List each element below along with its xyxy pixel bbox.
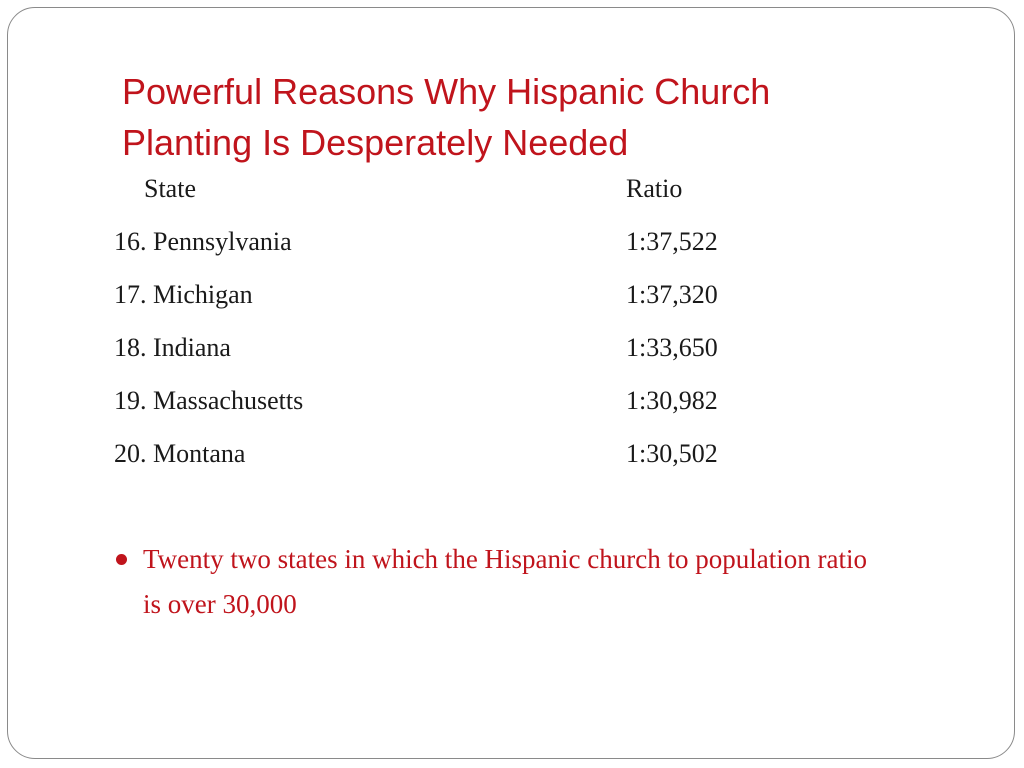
table-row: 18. Indiana 1:33,650	[114, 327, 874, 380]
slide-title-line: Planting Is Desperately Needed	[122, 122, 629, 163]
slide-title: Powerful Reasons Why Hispanic Church Pla…	[122, 66, 942, 168]
state-cell: 19. Massachusetts	[114, 386, 304, 415]
state-cell: 16. Pennsylvania	[114, 227, 292, 256]
table-row: 17. Michigan 1:37,320	[114, 274, 874, 327]
state-column-header: State	[144, 174, 196, 203]
ratio-cell: 1:37,320	[626, 280, 718, 309]
ratio-cell: 1:37,522	[626, 227, 718, 256]
ratio-column-header: Ratio	[626, 174, 683, 203]
state-cell: 18. Indiana	[114, 333, 231, 362]
ratio-table: State Ratio 16. Pennsylvania 1:37,522 17…	[114, 168, 874, 486]
slide-title-line: Powerful Reasons Why Hispanic Church	[122, 71, 771, 112]
state-cell: 20. Montana	[114, 439, 246, 468]
bullet-list: Twenty two states in which the Hispanic …	[114, 537, 874, 627]
bullet-dot-icon	[116, 554, 127, 565]
slide-frame: Powerful Reasons Why Hispanic Church Pla…	[7, 7, 1015, 759]
bullet-item: Twenty two states in which the Hispanic …	[143, 544, 867, 619]
ratio-cell: 1:30,502	[626, 439, 718, 468]
ratio-cell: 1:33,650	[626, 333, 718, 362]
table-row: 20. Montana 1:30,502	[114, 433, 874, 486]
table-row: 19. Massachusetts 1:30,982	[114, 380, 874, 433]
table-row: 16. Pennsylvania 1:37,522	[114, 221, 874, 274]
table-header-row: State Ratio	[114, 168, 874, 221]
ratio-cell: 1:30,982	[626, 386, 718, 415]
state-cell: 17. Michigan	[114, 280, 253, 309]
